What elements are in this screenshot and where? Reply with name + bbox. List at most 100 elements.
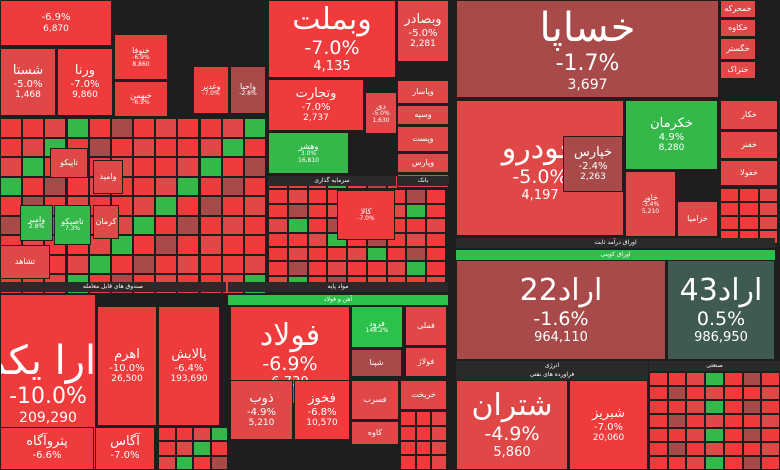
- mini-tile[interactable]: [199, 196, 222, 216]
- mini-tile[interactable]: [347, 261, 367, 276]
- mini-tile[interactable]: [193, 455, 211, 470]
- mini-tile[interactable]: [44, 176, 67, 197]
- treemap-tile[interactable]: خکرمان 4.9% 8,280: [625, 100, 718, 170]
- mini-tile[interactable]: [720, 188, 740, 202]
- mini-tile[interactable]: [243, 118, 266, 138]
- mini-tile[interactable]: [210, 441, 228, 456]
- mini-tile[interactable]: [133, 157, 156, 177]
- mini-tile[interactable]: [110, 254, 133, 275]
- mini-tile[interactable]: [287, 261, 308, 276]
- mini-tile[interactable]: [158, 455, 176, 470]
- mini-tile[interactable]: [221, 137, 244, 158]
- mini-tile[interactable]: [66, 254, 89, 275]
- mini-tile[interactable]: [649, 414, 668, 428]
- mini-tile[interactable]: [742, 372, 762, 386]
- treemap-tile[interactable]: فولاژ: [405, 347, 447, 377]
- treemap-tile[interactable]: ختراک: [720, 61, 756, 79]
- mini-tile[interactable]: [110, 118, 133, 138]
- treemap-tile[interactable]: پتروآگاه -6.6%: [0, 427, 94, 470]
- mini-tile[interactable]: [431, 440, 447, 456]
- mini-tile[interactable]: [406, 203, 427, 219]
- mini-tile[interactable]: [761, 442, 780, 456]
- treemap-tile[interactable]: خریخت: [400, 380, 447, 410]
- mini-tile[interactable]: [723, 400, 743, 414]
- mini-tile[interactable]: [0, 157, 23, 177]
- mini-tile[interactable]: [742, 456, 762, 470]
- mini-tile[interactable]: [649, 442, 668, 456]
- mini-tile[interactable]: [193, 441, 211, 456]
- mini-tile[interactable]: [243, 196, 266, 216]
- mini-tile[interactable]: [287, 218, 308, 233]
- mini-tile[interactable]: [88, 254, 111, 275]
- treemap-tile[interactable]: خکاوه: [720, 19, 756, 37]
- mini-tile[interactable]: [649, 400, 668, 414]
- mini-tile[interactable]: [210, 427, 228, 442]
- mini-tile[interactable]: [705, 386, 724, 400]
- mini-tile[interactable]: [327, 261, 348, 276]
- mini-tile[interactable]: [307, 246, 328, 262]
- mini-tile[interactable]: [400, 425, 416, 441]
- mini-tile[interactable]: [66, 118, 89, 138]
- mini-tile[interactable]: [66, 176, 89, 197]
- mini-tile[interactable]: [22, 118, 45, 138]
- treemap-tile[interactable]: کاوه: [351, 421, 399, 445]
- mini-tile[interactable]: [243, 137, 266, 158]
- treemap-tile[interactable]: خاور -3.4% 5,210: [625, 171, 676, 237]
- mini-tile[interactable]: [649, 428, 668, 442]
- mini-tile[interactable]: [705, 372, 724, 386]
- mini-tile[interactable]: [175, 427, 193, 442]
- mini-tile[interactable]: [268, 261, 288, 276]
- mini-tile[interactable]: [177, 176, 200, 197]
- mini-tile[interactable]: [22, 157, 45, 177]
- mini-tile[interactable]: [287, 246, 308, 262]
- mini-tile[interactable]: [199, 254, 222, 275]
- mini-tile[interactable]: [723, 442, 743, 456]
- treemap-tile[interactable]: تشاهد: [0, 245, 50, 279]
- mini-tile[interactable]: [199, 215, 222, 236]
- mini-tile[interactable]: [307, 232, 328, 247]
- mini-tile[interactable]: [742, 428, 762, 442]
- mini-tile[interactable]: [739, 216, 759, 230]
- mini-tile[interactable]: [177, 215, 200, 236]
- mini-tile[interactable]: [133, 254, 156, 275]
- mini-tile[interactable]: [175, 455, 193, 470]
- treemap-tile[interactable]: کرمان: [93, 205, 119, 239]
- mini-tile[interactable]: [386, 246, 407, 262]
- mini-tile[interactable]: [667, 428, 687, 442]
- mini-tile[interactable]: [177, 196, 200, 216]
- mini-tile[interactable]: [686, 442, 706, 456]
- mini-tile[interactable]: [723, 386, 743, 400]
- mini-tile[interactable]: [243, 176, 266, 197]
- mini-tile[interactable]: [221, 215, 244, 236]
- mini-tile[interactable]: [406, 246, 427, 262]
- mini-tile[interactable]: [406, 218, 427, 233]
- treemap-tile[interactable]: وپاسار: [397, 80, 449, 104]
- mini-tile[interactable]: [268, 218, 288, 233]
- mini-tile[interactable]: [400, 440, 416, 456]
- mini-tile[interactable]: [400, 411, 416, 426]
- mini-tile[interactable]: [0, 118, 23, 138]
- treemap-tile[interactable]: فرود 148.2%: [351, 306, 403, 348]
- mini-tile[interactable]: [705, 414, 724, 428]
- mini-tile[interactable]: [287, 232, 308, 247]
- treemap-tile[interactable]: خمحرکه: [720, 0, 756, 18]
- mini-tile[interactable]: [426, 232, 446, 247]
- mini-tile[interactable]: [88, 118, 111, 138]
- mini-tile[interactable]: [44, 118, 67, 138]
- treemap-tile[interactable]: دی -5.0% 1,630: [365, 92, 397, 134]
- mini-tile[interactable]: [649, 372, 668, 386]
- mini-tile[interactable]: [177, 235, 200, 255]
- treemap-tile[interactable]: وغدیر -7.0%: [193, 66, 229, 114]
- mini-tile[interactable]: [177, 137, 200, 158]
- mini-tile[interactable]: [243, 157, 266, 177]
- mini-tile[interactable]: [307, 189, 328, 204]
- treemap-tile[interactable]: وبصادر -5.0% 2,281: [397, 0, 449, 62]
- treemap-tile[interactable]: خپارس -2.4% 2,263: [563, 136, 623, 192]
- mini-tile[interactable]: [155, 157, 178, 177]
- treemap-tile[interactable]: -6.9% 6,870: [0, 0, 112, 46]
- mini-tile[interactable]: [22, 176, 45, 197]
- mini-tile[interactable]: [426, 203, 446, 219]
- mini-tile[interactable]: [307, 218, 328, 233]
- treemap-tile[interactable]: تاصیکو 7.3%: [54, 205, 91, 245]
- treemap-tile[interactable]: وامید: [93, 160, 123, 194]
